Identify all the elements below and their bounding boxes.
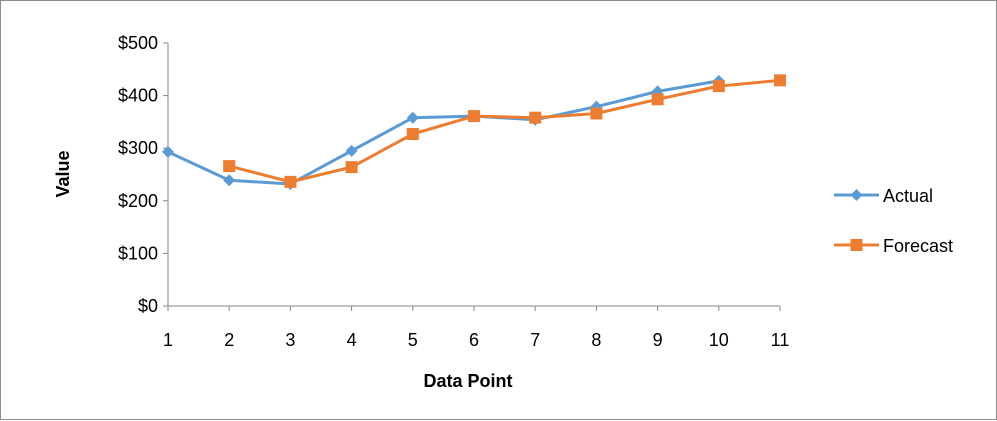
y-axis-title: Value [53,150,73,197]
y-tick-label: $0 [138,296,158,316]
x-tick-label: 9 [653,330,663,350]
data-point-forecast [590,107,603,120]
x-tick-label: 5 [408,330,418,350]
x-tick-label: 6 [469,330,479,350]
series-layer [162,74,786,190]
y-tick-label: $200 [118,191,158,211]
x-axis: 1 2 3 4 5 6 7 8 9 10 11 [163,305,790,350]
y-tick-label: $400 [118,86,158,106]
data-point-forecast [345,161,358,174]
data-point-forecast [468,110,480,123]
data-point-forecast [529,111,542,124]
series-forecast [223,74,786,188]
legend: Actual Forecast [834,186,953,256]
legend-item-forecast: Forecast [834,236,953,256]
y-axis: $0 $100 $200 $300 $400 $500 [118,33,169,316]
x-tick-label: 3 [285,330,295,350]
x-tick-label: 11 [771,330,790,350]
y-tick-label: $300 [118,138,158,158]
data-point-forecast [651,93,664,106]
legend-marker [850,189,863,201]
series-actual [162,74,725,190]
x-tick-label: 2 [224,330,234,350]
data-point-forecast [406,127,419,140]
data-point-actual [223,174,236,187]
legend-item-actual: Actual [834,186,933,206]
x-axis-title: Data Point [423,371,512,391]
x-tick-label: 8 [591,330,601,350]
legend-label: Forecast [883,236,953,256]
series-line-forecast [228,78,781,184]
y-tick-label: $500 [118,33,158,53]
legend-label: Actual [883,186,933,206]
data-point-forecast [712,80,725,93]
data-point-actual [345,144,358,157]
y-tick-label: $100 [118,243,158,263]
data-point-actual [162,145,174,158]
data-point-forecast [223,160,236,173]
data-point-actual [406,111,419,124]
series-line-actual [167,79,720,186]
data-point-forecast [774,74,786,87]
legend-marker [850,239,863,251]
x-tick-label: 4 [347,330,357,350]
x-tick-label: 10 [709,330,729,350]
data-point-forecast [284,175,297,188]
x-tick-label: 7 [530,330,540,350]
x-tick-label: 1 [163,330,173,350]
